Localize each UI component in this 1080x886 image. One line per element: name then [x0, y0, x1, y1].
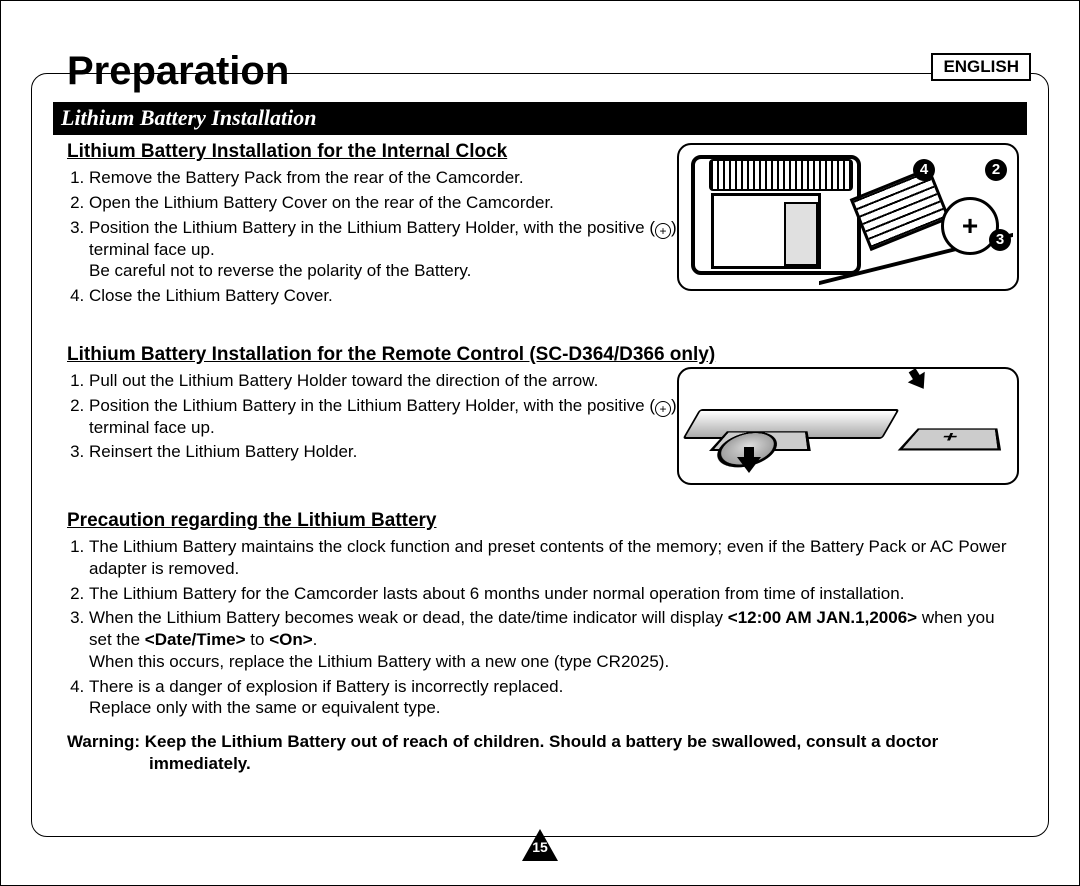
language-badge: ENGLISH: [931, 53, 1031, 81]
list-item: The Lithium Battery maintains the clock …: [89, 536, 1013, 580]
callout-2: 2: [985, 159, 1007, 181]
arrow-down-icon: [737, 457, 761, 473]
plus-terminal-icon: +: [655, 401, 671, 417]
warning-label: Warning:: [67, 732, 140, 751]
list-item: When the Lithium Battery becomes weak or…: [89, 607, 1013, 672]
list-item: Pull out the Lithium Battery Holder towa…: [89, 370, 687, 392]
subheading-internal-clock: Lithium Battery Installation for the Int…: [67, 141, 687, 163]
list-item: Close the Lithium Battery Cover.: [89, 285, 687, 307]
warning-block: Warning: Keep the Lithium Battery out of…: [67, 731, 1013, 775]
callout-3: 3: [989, 229, 1011, 251]
callout-4: 4: [913, 159, 935, 181]
page-content: Preparation Lithium Battery Installation…: [49, 31, 1031, 775]
list-item: There is a danger of explosion if Batter…: [89, 676, 1013, 720]
arrow-insert-icon: [908, 372, 932, 394]
list-item: Open the Lithium Battery Cover on the re…: [89, 192, 687, 214]
list-item: The Lithium Battery for the Camcorder la…: [89, 583, 1013, 605]
page-number-badge: 15: [520, 827, 560, 863]
steps-internal-clock: Remove the Battery Pack from the rear of…: [67, 167, 687, 307]
list-item: Remove the Battery Pack from the rear of…: [89, 167, 687, 189]
subheading-remote-control: Lithium Battery Installation for the Rem…: [67, 344, 807, 366]
body-columns: 4 2 3 Lithium Battery Installation for t…: [67, 141, 1013, 775]
steps-precaution: The Lithium Battery maintains the clock …: [67, 536, 1013, 719]
subheading-precaution: Precaution regarding the Lithium Battery: [67, 510, 1013, 532]
section-heading-bar: Lithium Battery Installation: [53, 102, 1027, 135]
list-item: Position the Lithium Battery in the Lith…: [89, 395, 687, 439]
figure-camcorder-battery: 4 2 3: [677, 143, 1019, 291]
page-number: 15: [520, 839, 560, 855]
manual-page: ENGLISH Preparation Lithium Battery Inst…: [0, 0, 1080, 886]
plus-terminal-icon: +: [655, 223, 671, 239]
warning-text-cont: immediately.: [67, 753, 1013, 775]
list-item: Position the Lithium Battery in the Lith…: [89, 217, 687, 283]
warning-text: Keep the Lithium Battery out of reach of…: [145, 732, 938, 751]
page-title: Preparation: [67, 49, 1013, 94]
steps-remote-control: Pull out the Lithium Battery Holder towa…: [67, 370, 687, 463]
figure-remote-battery: [677, 367, 1019, 485]
list-item: Reinsert the Lithium Battery Holder.: [89, 441, 687, 463]
